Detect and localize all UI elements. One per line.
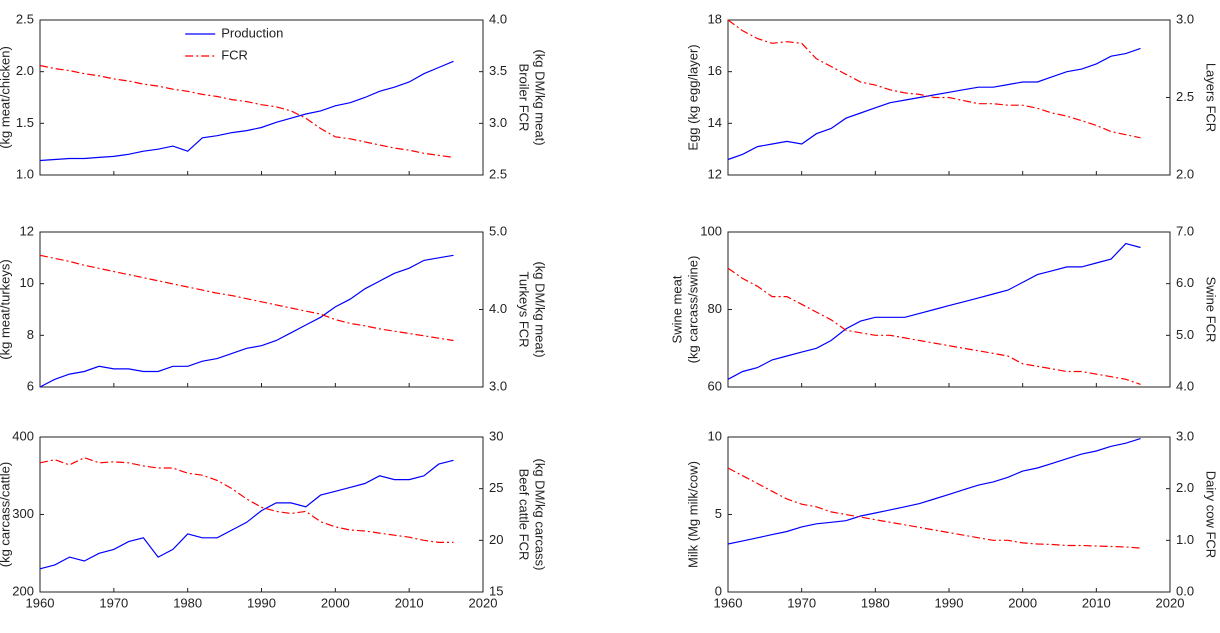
- y2-tick-label: 4.0: [489, 301, 507, 316]
- legend-label: Production: [221, 25, 283, 40]
- x-tick-label: 2020: [469, 595, 498, 610]
- subplot: 60 80 100 4.0 5.0 6.0 7.0 Swine meat (kg carcass…: [669, 223, 1220, 393]
- x-tick-label: 2020: [1156, 595, 1185, 610]
- y-tick-label: 5: [715, 506, 722, 521]
- y-tick-label: 2.5: [16, 11, 34, 26]
- x-tick-label: 1990: [247, 595, 276, 610]
- y-tick-label: 12: [20, 223, 34, 238]
- y2-tick-label: 2.0: [1176, 480, 1194, 495]
- y2-tick-label: 5.0: [489, 223, 507, 238]
- data-line: [39, 459, 454, 570]
- data-line: [39, 254, 454, 342]
- x-tick-label: 2010: [395, 595, 424, 610]
- y-axis-label: (kg carcass/swine): [685, 256, 700, 364]
- data-line: [39, 254, 454, 388]
- data-line: [39, 64, 454, 158]
- plot-frame: [39, 231, 484, 388]
- y2-axis-label: Dairy cow FCR: [1204, 471, 1219, 558]
- y-tick-label: 18: [708, 11, 722, 26]
- plot-frame: [39, 436, 484, 593]
- y2-tick-label: 3.0: [489, 378, 507, 393]
- x-tick-label: 1960: [26, 595, 55, 610]
- data-line: [727, 267, 1141, 385]
- y2-tick-label: 1.0: [1176, 532, 1194, 547]
- y2-tick-label: 3.0: [489, 115, 507, 130]
- y-axis-label: Swine meat: [669, 275, 684, 343]
- y2-tick-label: 2.5: [1176, 89, 1194, 104]
- y-tick-label: 12: [708, 166, 722, 181]
- x-tick-label: 1970: [787, 595, 816, 610]
- x-tick-label: 1990: [935, 595, 964, 610]
- x-tick-label: 1980: [861, 595, 890, 610]
- y-tick-label: 2.0: [16, 63, 34, 78]
- y-tick-label: 400: [12, 428, 34, 443]
- y-tick-label: 80: [708, 301, 722, 316]
- y2-tick-label: 30: [489, 428, 503, 443]
- y-tick-label: 100: [700, 223, 722, 238]
- y2-tick-label: 3.0: [1176, 11, 1194, 26]
- data-line: [39, 457, 454, 543]
- y-tick-label: 0: [715, 583, 722, 598]
- y2-tick-label: 3.5: [489, 63, 507, 78]
- y-tick-label: 14: [708, 115, 722, 130]
- y2-tick-label: 0.0: [1176, 583, 1194, 598]
- plot-frame: [727, 231, 1171, 388]
- plot-frame: [727, 436, 1171, 593]
- x-tick-label: 1980: [173, 595, 202, 610]
- data-line: [39, 60, 454, 162]
- data-line: [727, 47, 1141, 161]
- subplot: 1960 1970 1980 1990 2000 2010 2020 0 5 10 0.0 1.0 2.…: [685, 428, 1220, 610]
- y-tick-label: 300: [12, 506, 34, 521]
- y2-axis-label: Layers FCR: [1204, 63, 1219, 132]
- legend-label: FCR: [221, 47, 248, 62]
- y2-tick-label: 7.0: [1176, 223, 1194, 238]
- y-tick-label: 1.0: [16, 166, 34, 181]
- data-line: [727, 438, 1141, 545]
- y-tick-label: 10: [20, 275, 34, 290]
- y2-axis-label: Broiler FCR: [517, 64, 532, 132]
- y2-tick-label: 3.0: [1176, 428, 1194, 443]
- y-tick-label: 1.5: [16, 115, 34, 130]
- x-tick-label: 2000: [321, 595, 350, 610]
- y-axis-label: (kg meat/chicken): [0, 46, 12, 149]
- y2-axis-label: Beef cattle FCR: [517, 469, 532, 561]
- y2-axis-label: Swine FCR: [1204, 277, 1219, 343]
- y2-tick-label: 20: [489, 532, 503, 547]
- data-line: [727, 242, 1141, 380]
- subplot: 1.01.52.02.52.53.03.54.0Chicken meat(kg …: [0, 11, 548, 181]
- y-axis-label: (kg meat/turkeys): [0, 259, 12, 359]
- y-tick-label: 60: [708, 378, 722, 393]
- y2-tick-label: 25: [489, 480, 503, 495]
- y-tick-label: 8: [27, 327, 34, 342]
- y-tick-label: 10: [708, 428, 722, 443]
- y2-tick-label: 2.0: [1176, 166, 1194, 181]
- data-line: [727, 19, 1141, 139]
- y-tick-label: 200: [12, 583, 34, 598]
- x-tick-label: 1960: [714, 595, 743, 610]
- y2-axis-label: (kg DM/kg carcass): [533, 459, 548, 571]
- x-tick-label: 2000: [1008, 595, 1037, 610]
- y2-tick-label: 4.0: [1176, 378, 1194, 393]
- y2-axis-label: (kg DM/kg meat): [533, 49, 548, 145]
- subplot: 12 14 16 18 2.0 2.5 3.0 Egg (kg egg/layer) Layer…: [685, 11, 1220, 181]
- y2-axis-label: Turkeys FCR: [517, 271, 532, 347]
- y-axis-label: Milk (Mg milk/cow): [685, 461, 700, 568]
- x-tick-label: 2010: [1082, 595, 1111, 610]
- y2-tick-label: 5.0: [1176, 327, 1194, 342]
- y2-tick-label: 4.0: [489, 11, 507, 26]
- y2-axis-label: (kg DM/kg meat): [533, 261, 548, 357]
- y2-tick-label: 6.0: [1176, 275, 1194, 290]
- y-axis-label: (kg carcass/cattle): [0, 462, 12, 567]
- data-line: [727, 467, 1141, 549]
- x-tick-label: 1970: [99, 595, 128, 610]
- y-tick-label: 6: [27, 378, 34, 393]
- y2-tick-label: 15: [489, 583, 503, 598]
- y2-tick-label: 2.5: [489, 166, 507, 181]
- y-tick-label: 16: [708, 63, 722, 78]
- subplot: 1960 1970 1980 1990 2000 2010 2020 200 300 400 15 2…: [0, 428, 548, 610]
- y-axis-label: Egg (kg egg/layer): [685, 44, 700, 150]
